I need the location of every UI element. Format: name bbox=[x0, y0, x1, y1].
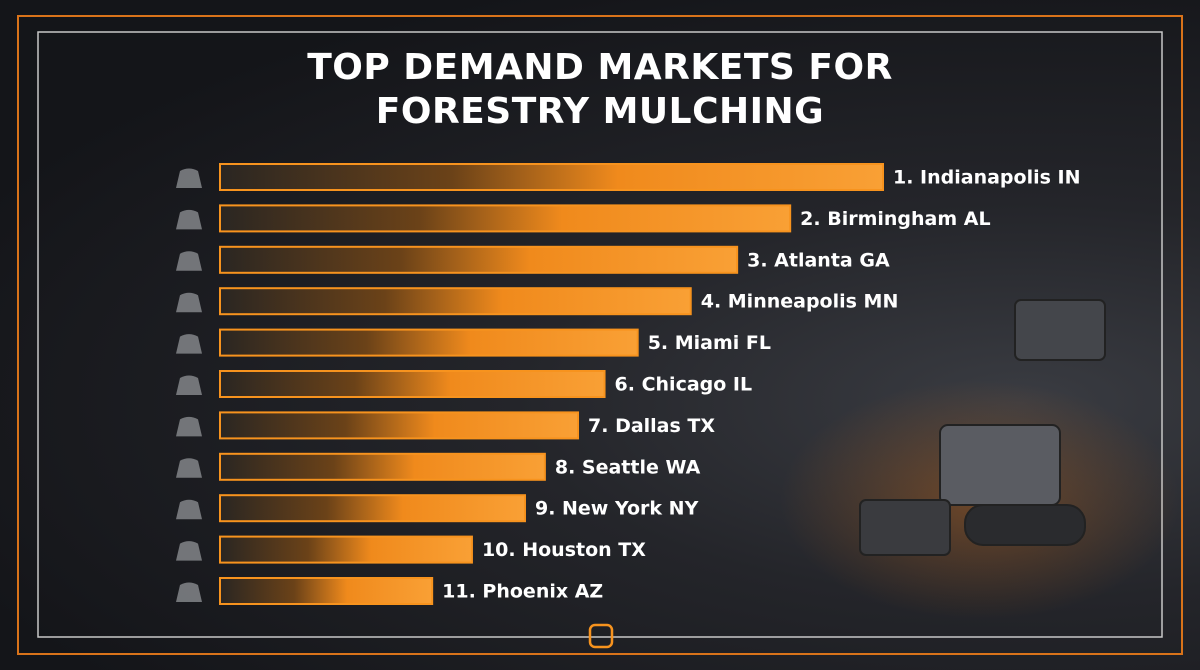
bar bbox=[219, 577, 434, 605]
icon bbox=[176, 541, 202, 561]
logo bbox=[588, 623, 614, 649]
bar bbox=[219, 287, 692, 316]
chart-title: TOP DEMAND MARKETS FOR FORESTRY MULCHING bbox=[307, 47, 893, 132]
icon bbox=[176, 375, 202, 395]
icon bbox=[176, 416, 202, 437]
bar-label: 8. Seattle WA bbox=[555, 456, 701, 478]
bar bbox=[219, 163, 884, 191]
bar-label: 5. Miami FL bbox=[648, 332, 771, 354]
bar-label: 7. Dallas TX bbox=[588, 415, 715, 437]
outer-frame bbox=[17, 15, 1183, 655]
bar-label: 2. Birmingham AL bbox=[800, 208, 990, 230]
bar bbox=[219, 452, 546, 481]
bar-label: 3. Atlanta GA bbox=[747, 249, 890, 271]
icon bbox=[176, 209, 202, 230]
bar bbox=[219, 370, 606, 398]
bar bbox=[219, 494, 526, 523]
icon bbox=[176, 251, 202, 271]
icon bbox=[176, 334, 202, 354]
icon bbox=[176, 168, 202, 188]
machine bbox=[859, 299, 1106, 556]
bar-label: 11. Phoenix AZ bbox=[442, 581, 603, 603]
bar-label: 9. New York NY bbox=[535, 498, 699, 520]
inner-frame bbox=[37, 31, 1163, 638]
bar bbox=[219, 245, 739, 274]
icon bbox=[176, 582, 202, 602]
icon bbox=[176, 458, 202, 478]
bar-label: 4. Minneapolis MN bbox=[701, 291, 899, 313]
icon bbox=[176, 499, 202, 520]
icon bbox=[176, 292, 202, 313]
bar-label: 10. Houston TX bbox=[482, 539, 646, 561]
bar bbox=[219, 328, 639, 357]
bar-label: 6. Chicago IL bbox=[615, 374, 753, 396]
bar bbox=[219, 204, 792, 233]
bar-label: 1. Indianapolis IN bbox=[893, 167, 1081, 189]
bar bbox=[219, 535, 473, 564]
bar bbox=[219, 411, 580, 440]
